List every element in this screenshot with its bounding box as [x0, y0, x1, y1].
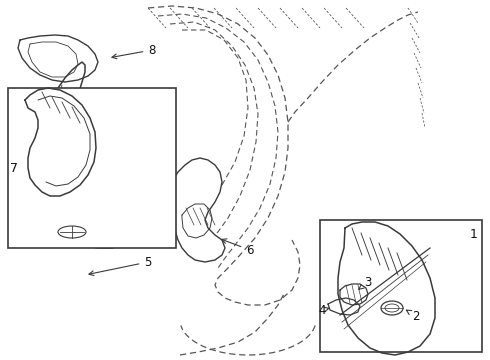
Text: 7: 7: [10, 162, 18, 175]
Text: 3: 3: [359, 275, 372, 289]
Text: 8: 8: [112, 44, 156, 59]
Text: 1: 1: [470, 228, 478, 241]
Bar: [8, 88, 176, 248]
Text: 5: 5: [89, 256, 152, 275]
Text: 6: 6: [222, 239, 254, 256]
Text: 2: 2: [406, 310, 420, 323]
Text: 4: 4: [318, 303, 329, 316]
Bar: [320, 220, 482, 352]
